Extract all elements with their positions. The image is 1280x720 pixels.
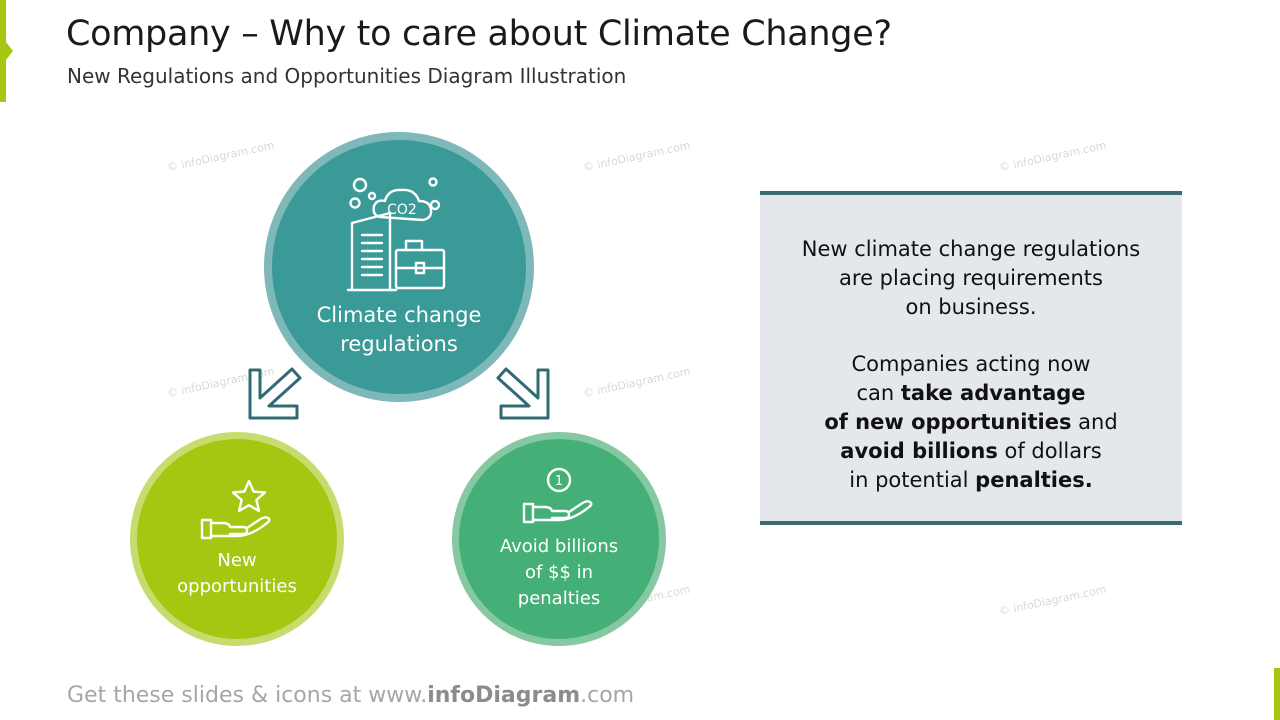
left-circle-label: New opportunities — [177, 550, 297, 597]
arrow-down-right-icon — [496, 367, 550, 420]
info-box: New climate change regulations are placi… — [760, 191, 1182, 525]
page-title: Company – Why to care about Climate Chan… — [66, 14, 892, 54]
info-paragraph-1: New climate change regulations are placi… — [801, 237, 1141, 319]
watermark: © infoDiagram.com — [997, 138, 1108, 175]
accent-bar — [0, 0, 6, 102]
page-subtitle: New Regulations and Opportunities Diagra… — [67, 64, 627, 88]
watermark: © infoDiagram.com — [997, 582, 1108, 619]
footer-link[interactable]: Get these slides & icons at www.infoDiag… — [67, 683, 635, 708]
watermark: © infoDiagram.com — [581, 138, 692, 175]
avoid-penalties-circle: 1 Avoid billions of $$ in penalties — [452, 432, 666, 646]
watermark: © infoDiagram.com — [165, 138, 276, 175]
main-circle-label: Climate change regulations — [316, 303, 482, 356]
star-hand-icon — [200, 479, 271, 540]
watermark: © infoDiagram.com — [581, 364, 692, 401]
svg-text:1: 1 — [555, 474, 563, 489]
coin-hand-icon: 1 — [522, 467, 593, 524]
accent-notch — [6, 42, 13, 60]
svg-text:CO2: CO2 — [387, 202, 417, 218]
right-circle-label: Avoid billions of $$ in penalties — [499, 536, 619, 609]
info-paragraph-2: Companies acting now can take advantage … — [824, 352, 1118, 492]
accent-bar-right — [1274, 668, 1280, 720]
arrow-down-left-icon — [248, 367, 302, 420]
new-opportunities-circle: New opportunities — [130, 432, 344, 646]
co2-building-icon: CO2 — [346, 177, 446, 292]
climate-regulations-circle: CO2 Climate change regulations — [264, 132, 534, 402]
